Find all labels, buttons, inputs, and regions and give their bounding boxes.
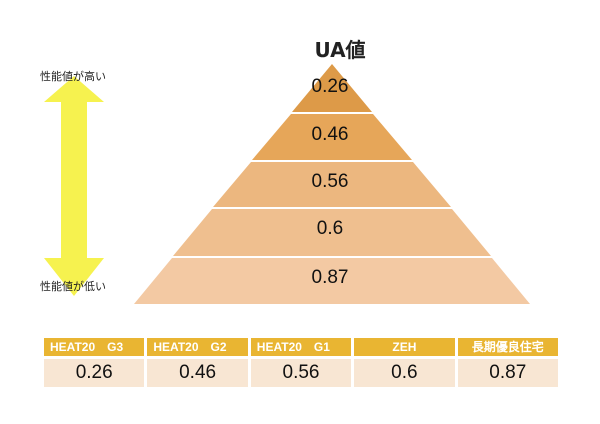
value-zeh: 0.6: [354, 359, 455, 387]
pyramid-level-2-value: 0.46: [311, 124, 349, 145]
double-arrow-shape: [44, 76, 104, 296]
standards-table: HEAT20 G3 HEAT20 G2 HEAT20 G1 ZEH 長期優良住宅…: [44, 338, 558, 387]
pyramid-level-3: [213, 162, 451, 207]
pyramid-level-1-value: 0.26: [311, 76, 349, 97]
value-heat20-g1: 0.56: [250, 359, 352, 387]
performance-high-label: 性能値が高い: [40, 70, 106, 83]
header-heat20-g3: HEAT20 G3: [44, 338, 145, 356]
pyramid-level-2: [252, 114, 412, 160]
header-zeh: ZEH: [354, 338, 455, 356]
pyramid-level-4-value: 0.6: [316, 218, 344, 239]
pyramid-level-1: [292, 64, 372, 112]
pyramid-level-5-value: 0.87: [311, 267, 349, 288]
value-heat20-g2: 0.46: [147, 359, 248, 387]
chart-title: UA値: [314, 38, 366, 62]
pyramid-level-3-value: 0.56: [311, 171, 349, 192]
header-heat20-g2: HEAT20 G2: [147, 338, 248, 356]
pyramid-level-4: [173, 209, 491, 256]
header-heat20-g1: HEAT20 G1: [250, 338, 352, 356]
value-heat20-g3: 0.26: [44, 359, 145, 387]
performance-low-label: 性能値が低い: [40, 280, 106, 293]
pyramid-level-5: [134, 258, 530, 304]
value-long-term-quality-housing: 0.87: [457, 359, 558, 387]
header-long-term-quality-housing: 長期優良住宅: [457, 338, 558, 356]
